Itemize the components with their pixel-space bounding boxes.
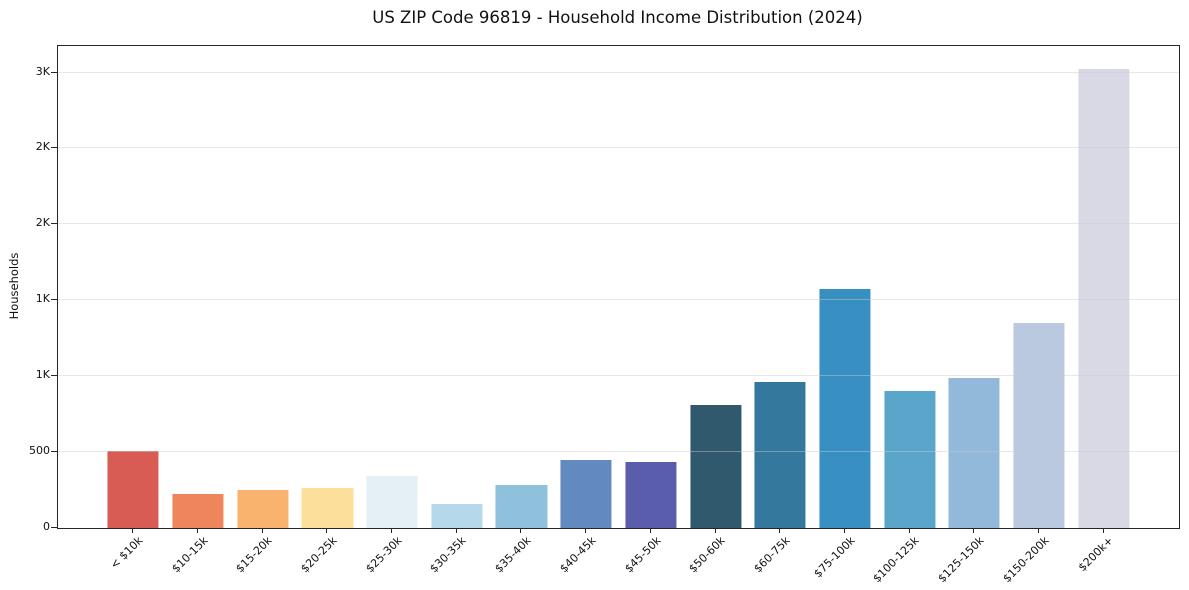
x-tick-label: $150-200k: [1000, 534, 1052, 586]
x-tick-label: $45-50k: [621, 534, 664, 576]
x-tick-label: $25-30k: [363, 534, 405, 576]
x-tick-mark: [197, 528, 199, 533]
x-tick-label: $50-60k: [686, 534, 728, 576]
x-tick-mark: [649, 528, 651, 533]
bar-slot: [1007, 46, 1072, 528]
bar-slot: [360, 46, 425, 528]
x-tick-label: $125-150k: [935, 534, 987, 586]
x-tick-mark: [455, 528, 457, 533]
bars-container: [58, 46, 1179, 528]
y-tick-label: 3K: [35, 64, 50, 78]
bar-$40-45k: [560, 460, 612, 528]
x-tick-label: $10-15k: [168, 534, 211, 576]
bar-$20-25k: [301, 487, 353, 528]
x-tick-mark: [843, 528, 845, 533]
x-tick-mark: [973, 528, 975, 533]
bar-$45-50k: [625, 461, 677, 528]
plot-area: [57, 45, 1180, 529]
x-tick-mark: [391, 528, 393, 533]
x-tick-mark: [585, 528, 587, 533]
bar-slot: [619, 46, 684, 528]
bar-$100-125k: [884, 391, 936, 528]
x-tick-label: $60-75k: [751, 534, 793, 576]
bar-$30-35k: [431, 504, 483, 528]
x-tick-mark: [261, 528, 263, 533]
y-tick-label: 1K: [35, 368, 50, 382]
chart-title: US ZIP Code 96819 - Household Income Dis…: [372, 8, 863, 27]
bar-slot: [424, 46, 489, 528]
bar-slot: [877, 46, 942, 528]
bar-slot: [813, 46, 878, 528]
x-tick-mark: [132, 528, 134, 533]
bar-$60-75k: [754, 382, 806, 528]
x-tick-label: $100-125k: [870, 534, 922, 586]
y-tick-label: 500: [29, 444, 50, 458]
x-tick-mark: [520, 528, 522, 533]
x-tick-mark: [1037, 528, 1039, 533]
bar-$200k+: [1078, 68, 1130, 528]
x-tick-mark: [779, 528, 781, 533]
y-tick-mark: [51, 375, 57, 377]
bar-slot: [101, 46, 166, 528]
bar-$75-100k: [819, 289, 871, 528]
y-tick-mark: [51, 451, 57, 453]
y-tick-label: 0: [43, 520, 50, 533]
x-tick-label: < $10k: [107, 534, 146, 572]
bar-$125-150k: [948, 378, 1000, 528]
y-tick-mark: [51, 527, 57, 528]
x-tick-label: $75-100k: [810, 534, 858, 581]
bar-slot: [295, 46, 360, 528]
x-tick-mark: [326, 528, 328, 533]
x-tick-mark: [908, 528, 910, 533]
y-tick-mark: [51, 71, 57, 73]
bar-$15-20k: [237, 489, 289, 528]
bar-$25-30k: [366, 476, 418, 528]
x-tick-label: $200k+: [1075, 534, 1116, 575]
bar-$50-60k: [689, 405, 742, 528]
x-tick-label: $30-35k: [427, 534, 469, 576]
y-tick-label: 2K: [35, 216, 50, 230]
bar-$10-15k: [172, 493, 224, 528]
x-tick-label: $15-20k: [233, 534, 275, 576]
bar-slot: [489, 46, 554, 528]
x-tick-label: $20-25k: [298, 534, 340, 576]
bar-slot: [554, 46, 619, 528]
y-axis-label: Households: [7, 252, 21, 320]
bar-slot: [166, 46, 231, 528]
x-tick-mark: [1102, 528, 1104, 533]
bar-slot: [1071, 46, 1136, 528]
x-tick-mark: [714, 528, 716, 533]
bar-slot: [230, 46, 295, 528]
bar-< $10k: [107, 451, 159, 528]
y-tick-mark: [51, 223, 57, 225]
bar-$150-200k: [1013, 323, 1065, 528]
bar-slot: [683, 46, 748, 528]
bar-$35-40k: [495, 485, 548, 528]
y-tick-label: 2K: [35, 140, 50, 154]
x-tick-label: $35-40k: [492, 534, 534, 576]
bar-slot: [748, 46, 813, 528]
y-tick-mark: [51, 147, 57, 149]
x-tick-label: $40-45k: [557, 534, 599, 576]
y-tick-mark: [51, 299, 57, 301]
y-tick-label: 1K: [35, 292, 50, 306]
bar-slot: [942, 46, 1007, 528]
